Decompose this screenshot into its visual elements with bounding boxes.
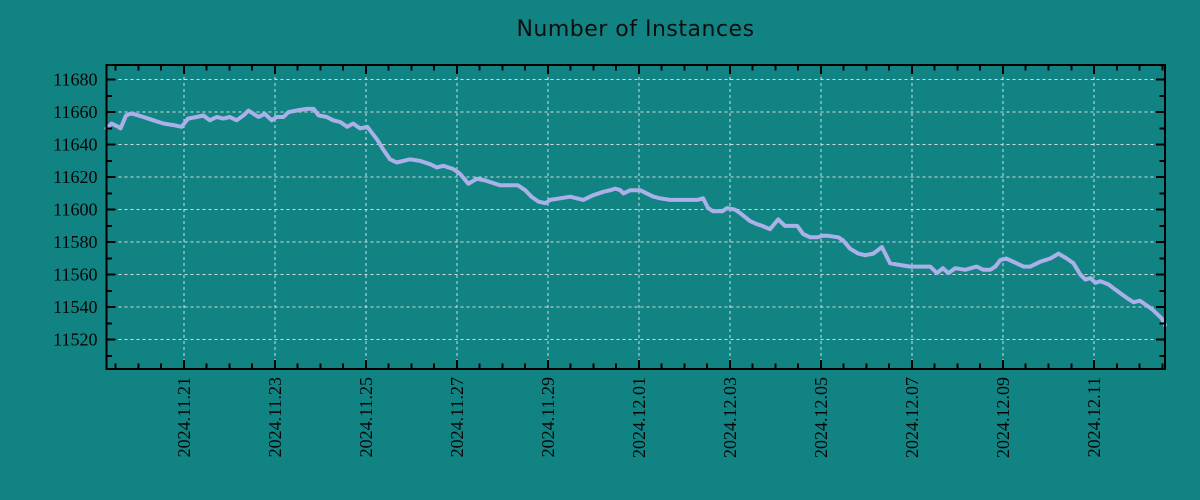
y-tick-label: 11520 xyxy=(53,330,97,350)
y-tick-label: 11680 xyxy=(53,70,97,90)
x-tick-label: 2024.11.25 xyxy=(356,377,376,457)
chart-title: Number of Instances xyxy=(516,17,755,42)
x-tick-label: 2024.12.09 xyxy=(993,377,1013,458)
x-tick-label: 2024.12.01 xyxy=(629,377,649,458)
y-tick-label: 11540 xyxy=(53,297,97,317)
y-tick-label: 11640 xyxy=(53,135,97,155)
x-tick-label: 2024.11.29 xyxy=(538,377,558,457)
y-tick-label: 11600 xyxy=(53,200,97,220)
x-tick-label: 2024.11.21 xyxy=(174,377,194,457)
x-tick-label: 2024.11.23 xyxy=(265,377,285,457)
x-tick-label: 2024.12.07 xyxy=(902,377,922,458)
series-line-instances xyxy=(104,106,1167,328)
y-tick-label: 11660 xyxy=(53,102,97,122)
x-tick-label: 2024.12.05 xyxy=(811,377,831,458)
x-tick-label: 2024.12.11 xyxy=(1084,377,1104,457)
x-tick-label: 2024.12.03 xyxy=(720,377,740,458)
plot-border xyxy=(105,64,1166,370)
y-tick-label: 11580 xyxy=(53,232,97,252)
x-tick-label: 2024.11.27 xyxy=(447,377,467,457)
y-tick-label: 11620 xyxy=(53,167,97,187)
y-tick-label: 11560 xyxy=(53,265,97,285)
